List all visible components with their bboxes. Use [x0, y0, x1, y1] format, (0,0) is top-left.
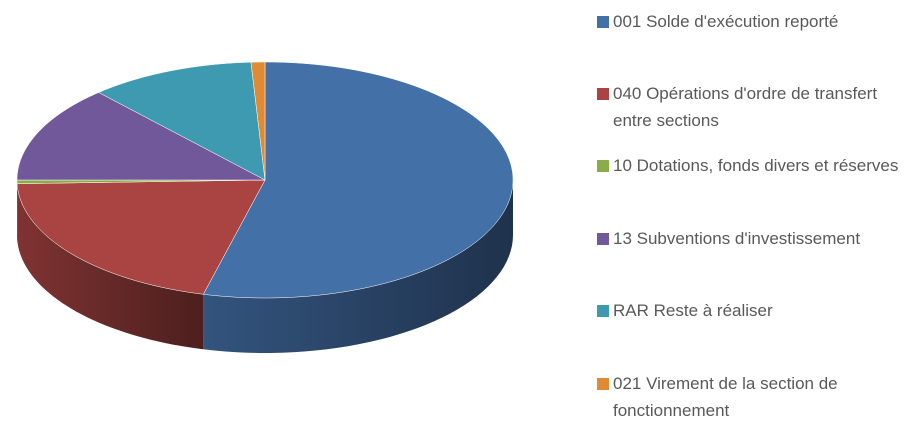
legend-item: RAR Reste à réaliser — [597, 297, 915, 324]
slice-side — [203, 180, 514, 353]
legend-label: 13 Subventions d'investissement — [613, 229, 861, 248]
legend-item: 040 Opérations d'ordre de transfert entr… — [597, 80, 915, 134]
slice — [250, 61, 266, 181]
slice — [16, 179, 266, 295]
legend-label: RAR Reste à réaliser — [613, 301, 773, 320]
legend-item: 13 Subventions d'investissement — [597, 225, 915, 252]
slice — [202, 61, 514, 299]
legend-swatch — [597, 305, 609, 317]
legend-swatch — [597, 233, 609, 245]
legend-item: 10 Dotations, fonds divers et réserves — [597, 152, 915, 179]
legend-swatch — [597, 16, 609, 28]
slice-side — [17, 183, 204, 350]
legend-label: 040 Opérations d'ordre de transfert entr… — [613, 84, 878, 130]
legend-swatch — [597, 378, 609, 390]
legend-item: 021 Virement de la section de fonctionne… — [597, 370, 915, 424]
legend-swatch — [597, 160, 609, 172]
legend-label: 001 Solde d'exécution reporté — [613, 12, 839, 31]
legend-label: 021 Virement de la section de fonctionne… — [613, 374, 838, 420]
slice — [98, 61, 266, 181]
legend-label: 10 Dotations, fonds divers et réserves — [613, 156, 899, 175]
chart — [16, 61, 514, 353]
legend-swatch — [597, 88, 609, 100]
legend-item: 001 Solde d'exécution reporté — [597, 8, 915, 35]
slice — [16, 92, 266, 181]
